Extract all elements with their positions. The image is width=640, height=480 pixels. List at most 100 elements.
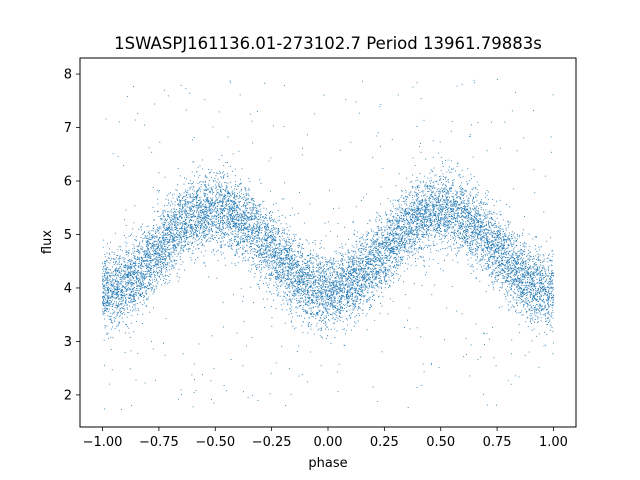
data-point	[402, 221, 404, 223]
data-point	[413, 204, 415, 206]
data-point	[272, 241, 274, 243]
data-point	[322, 275, 324, 277]
data-point	[310, 314, 312, 316]
data-point	[279, 264, 281, 266]
data-point	[476, 235, 478, 237]
data-point	[328, 304, 330, 306]
data-point	[188, 225, 189, 226]
data-point	[140, 246, 142, 248]
data-point	[265, 240, 267, 241]
data-point	[322, 311, 324, 313]
data-point	[267, 226, 269, 227]
data-point	[286, 274, 288, 276]
data-point	[271, 275, 273, 276]
data-point	[356, 300, 358, 302]
data-point	[274, 227, 276, 229]
data-point	[529, 284, 531, 286]
data-point	[304, 262, 306, 264]
data-point	[335, 293, 337, 295]
data-point	[402, 249, 404, 251]
data-point	[154, 276, 156, 278]
data-point	[510, 301, 512, 302]
data-point	[535, 299, 537, 301]
data-point	[152, 227, 154, 229]
data-point	[110, 275, 112, 276]
data-point	[387, 198, 389, 199]
data-point	[161, 250, 162, 252]
data-point	[533, 307, 535, 309]
data-point	[417, 258, 419, 260]
data-point	[372, 267, 374, 269]
data-point	[195, 221, 197, 223]
data-point	[265, 216, 267, 218]
data-point	[456, 202, 458, 204]
data-point	[300, 268, 302, 270]
data-point	[335, 289, 337, 291]
data-point	[124, 302, 126, 304]
data-point	[380, 276, 382, 277]
data-point	[393, 205, 395, 207]
data-point	[349, 252, 351, 254]
data-point	[137, 270, 139, 272]
data-point	[146, 306, 148, 308]
data-point	[470, 257, 472, 259]
data-point	[175, 226, 177, 228]
data-point	[497, 274, 499, 276]
data-point	[192, 195, 194, 197]
data-point	[448, 192, 450, 194]
data-point	[190, 224, 192, 226]
data-point	[457, 220, 459, 222]
data-point	[548, 311, 550, 313]
data-point	[439, 176, 440, 178]
data-point	[108, 292, 109, 294]
data-point	[362, 248, 364, 250]
data-point	[383, 241, 385, 243]
data-point	[444, 188, 446, 190]
data-point	[444, 194, 446, 196]
data-point	[221, 218, 223, 220]
data-point	[389, 234, 391, 236]
data-point	[139, 253, 141, 255]
data-point	[479, 264, 481, 266]
data-point	[516, 280, 518, 282]
data-point	[458, 238, 460, 240]
data-point	[267, 234, 269, 236]
data-point	[232, 201, 234, 203]
data-point	[464, 216, 466, 218]
data-point	[305, 280, 307, 282]
data-point	[174, 222, 176, 224]
data-point	[103, 313, 105, 315]
data-point	[369, 262, 371, 264]
data-point	[191, 224, 193, 226]
data-point	[436, 201, 437, 203]
data-point	[197, 166, 199, 168]
data-point	[539, 307, 541, 308]
data-point	[429, 180, 431, 182]
data-point	[428, 210, 430, 212]
data-point	[363, 267, 365, 269]
data-point	[334, 285, 336, 287]
data-point	[342, 289, 344, 291]
data-point	[512, 290, 514, 292]
data-point	[125, 250, 127, 252]
data-point	[513, 243, 515, 245]
data-point	[125, 267, 127, 268]
data-point	[222, 210, 224, 211]
data-point	[109, 278, 111, 280]
data-point	[504, 265, 506, 267]
data-point	[197, 176, 199, 178]
data-point	[419, 145, 420, 147]
data-point	[191, 230, 193, 232]
data-point	[422, 234, 424, 236]
data-point	[392, 239, 394, 241]
data-point	[359, 306, 361, 308]
data-point	[432, 225, 434, 227]
data-point	[276, 227, 278, 229]
data-point	[106, 289, 108, 291]
data-point	[446, 225, 448, 227]
data-point	[410, 232, 411, 234]
data-point	[126, 251, 128, 253]
data-point	[304, 278, 306, 279]
data-point	[376, 259, 378, 261]
data-point	[401, 221, 403, 222]
